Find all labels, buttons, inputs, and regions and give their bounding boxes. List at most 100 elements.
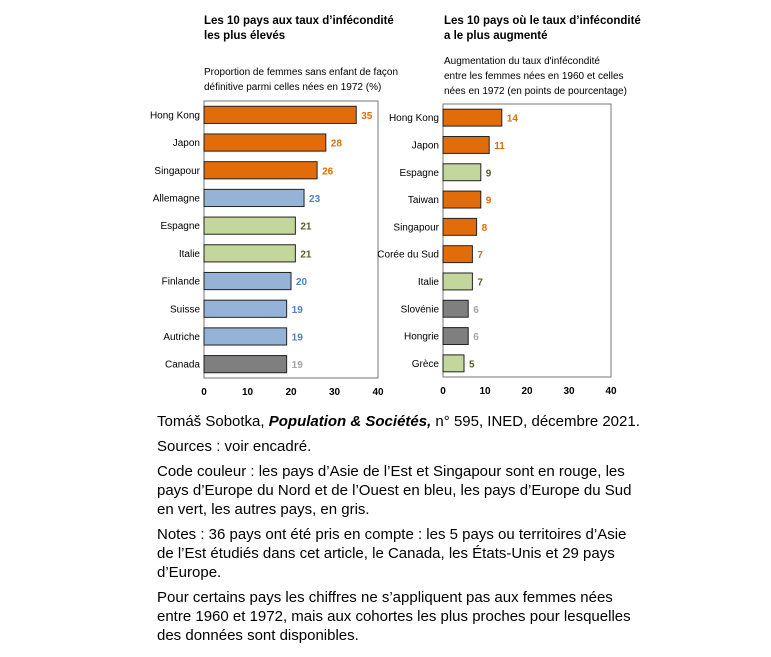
title-line: Les 10 pays aux taux d’infécondité <box>204 15 394 27</box>
subtitle-line: entre les femmes nées en 1960 et celles <box>444 71 624 82</box>
text-line: entre 1960 et 1972, mais aux cohortes le… <box>157 608 631 625</box>
category-label: Allemagne <box>153 193 201 204</box>
category-label: Japon <box>412 140 439 151</box>
bar-slovénie <box>442 299 469 318</box>
left-chart-title: Les 10 pays aux taux d’infécondité les p… <box>204 14 394 44</box>
data-label: 19 <box>292 360 304 371</box>
data-label: 7 <box>477 250 483 261</box>
charts-svg: Hong Kong 35 Japon 28 Singapour 26 Allemagne 23… <box>150 100 617 398</box>
subtitle-line: Augmentation du taux d'infécondité <box>444 56 600 67</box>
data-label: 7 <box>477 277 483 288</box>
source-rest: n° 595, INED, décembre 2021. <box>431 413 640 430</box>
color-code: Code couleur : les pays d’Asie de l’Est … <box>157 462 640 519</box>
tick-label: 30 <box>329 387 341 398</box>
tick-label: 10 <box>242 387 254 398</box>
bar-japon <box>442 135 490 154</box>
bar-finlande <box>203 271 292 291</box>
category-label: Japon <box>173 138 200 149</box>
data-label: 28 <box>331 139 343 150</box>
tick-label: 10 <box>479 386 491 397</box>
data-label: 19 <box>292 305 304 316</box>
text-line: Pour certains pays les chiffres ne s’app… <box>157 589 613 606</box>
text-line: de l’Est étudiés dans cet article, le Ca… <box>157 545 615 562</box>
subtitle-line: nées en 1972 (en points de pourcentage) <box>444 86 627 97</box>
right-chart-title: Les 10 pays où le taux d’infécondité a l… <box>444 14 641 44</box>
data-label: 9 <box>486 196 492 207</box>
bar-hongrie <box>442 327 469 346</box>
category-label: Hong Kong <box>389 113 439 124</box>
category-label: Espagne <box>161 221 201 232</box>
data-label: 35 <box>361 111 373 122</box>
bar-espagne <box>442 163 482 182</box>
bar-hong-kong <box>442 108 503 127</box>
subtitle-line: Proportion de femmes sans enfant de faço… <box>204 67 399 78</box>
text-line: Notes : 36 pays ont été pris en compte :… <box>157 526 627 543</box>
right-chart-subtitle: Augmentation du taux d'infécondité entre… <box>444 54 627 99</box>
bar-espagne <box>203 216 296 235</box>
tick-label: 30 <box>563 386 575 397</box>
category-label: Hong Kong <box>150 110 200 121</box>
bar-italie <box>442 272 473 291</box>
bar-italie <box>203 244 296 263</box>
left-chart-subtitle: Proportion de femmes sans enfant de faço… <box>204 65 398 95</box>
category-label: Corée du Sud <box>377 250 439 261</box>
category-label: Espagne <box>400 168 440 179</box>
tick-label: 40 <box>372 387 384 398</box>
data-label: 6 <box>473 332 479 343</box>
source-line: Tomáš Sobotka, Population & Sociétés, n°… <box>157 412 640 431</box>
tick-label: 0 <box>201 387 207 398</box>
bar-autriche <box>203 327 288 346</box>
bar-canada <box>203 355 288 374</box>
subtitle-line: définitive parmi celles nées en 1972 (%) <box>204 82 382 93</box>
tick-label: 40 <box>605 386 617 397</box>
text-line: pays d’Europe du Nord et de l’Ouest en b… <box>157 482 632 499</box>
category-label: Hongrie <box>404 332 439 343</box>
category-label: Canada <box>165 360 200 371</box>
category-label: Finlande <box>162 277 201 288</box>
title-line: a le plus augmenté <box>444 30 548 42</box>
data-label: 8 <box>482 223 488 234</box>
sources: Sources : voir encadré. <box>157 438 312 455</box>
data-label: 6 <box>473 305 479 316</box>
text-line: des données sont disponibles. <box>157 627 359 644</box>
category-label: Grèce <box>412 359 440 370</box>
data-label: 11 <box>494 141 505 152</box>
bar-allemagne <box>203 188 305 208</box>
data-label: 23 <box>309 194 321 205</box>
caveat: Pour certains pays les chiffres ne s’app… <box>157 588 640 645</box>
bar-singapour <box>442 217 478 236</box>
notes: Tomáš Sobotka, Population & Sociétés, n°… <box>157 412 640 651</box>
category-label: Italie <box>418 277 440 288</box>
data-label: 9 <box>486 168 492 179</box>
journal: Population & Sociétés, <box>268 413 432 430</box>
data-label: 26 <box>322 166 334 177</box>
plot-frame <box>442 103 612 378</box>
title-line: Les 10 pays où le taux d’infécondité <box>444 15 641 27</box>
data-label: 5 <box>469 359 475 370</box>
category-label: Singapour <box>154 166 200 177</box>
title-line: les plus élevés <box>204 30 286 42</box>
notes-text: Notes : 36 pays ont été pris en compte :… <box>157 525 640 582</box>
text-line: d’Europe. <box>157 564 222 581</box>
author: Tomáš Sobotka, <box>157 413 269 430</box>
category-label: Taiwan <box>408 195 439 206</box>
text-line: Code couleur : les pays d’Asie de l’Est … <box>157 463 625 480</box>
category-label: Suisse <box>170 304 200 315</box>
category-label: Singapour <box>393 222 439 233</box>
bar-suisse <box>203 299 288 318</box>
plot-frame <box>203 100 379 379</box>
category-label: Slovénie <box>401 304 440 315</box>
sources-line: Sources : voir encadré. <box>157 437 640 456</box>
bar-japon <box>203 133 327 152</box>
bar-hong-kong <box>203 105 357 124</box>
data-label: 21 <box>300 249 312 260</box>
data-label: 20 <box>296 277 308 288</box>
data-label: 14 <box>507 114 519 125</box>
category-label: Italie <box>179 249 201 260</box>
text-line: en vert, les autres pays, en gris. <box>157 501 370 518</box>
tick-label: 20 <box>521 386 533 397</box>
data-label: 19 <box>292 332 304 343</box>
bar-corée-du-sud <box>442 245 473 264</box>
bar-taiwan <box>442 190 482 209</box>
bar-singapour <box>203 161 318 180</box>
